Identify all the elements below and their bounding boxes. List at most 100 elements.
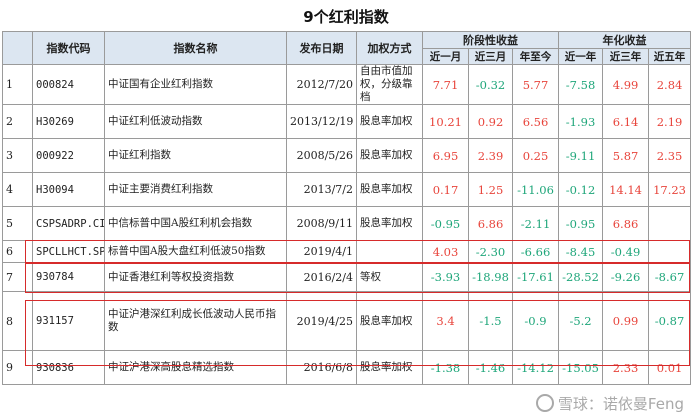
return-3m: -1.46 (468, 350, 513, 385)
row-index: 8 (2, 291, 33, 351)
publish-date: 2012/7/20 (286, 64, 357, 105)
row-index: 9 (2, 350, 33, 385)
index-name: 中证红利指数 (104, 138, 287, 173)
publish-date: 2016/6/8 (286, 350, 357, 385)
table-row: 4 H30094 中证主要消费红利指数 2013/7/2 股息率加权 0.17 1.25 -1… (2, 172, 692, 207)
return-1m: -3.93 (422, 262, 469, 292)
row-index: 1 (2, 64, 33, 105)
publish-date: 2013/12/19 (286, 104, 357, 139)
return-3m: 1.25 (468, 172, 513, 207)
return-ytd: 6.56 (511, 104, 560, 139)
index-name: 中证沪港深红利成长低波动人民币指数 (104, 291, 287, 351)
weighting-method: 股息率加权 (356, 350, 423, 385)
weighting-method: 股息率加权 (356, 172, 423, 207)
index-code: 930836 (32, 350, 105, 385)
index-code: 930784 (32, 262, 105, 292)
return-1m: -0.95 (422, 206, 469, 241)
header-group-period: 阶段性收益 (421, 31, 560, 49)
header-3y: 近三年 (602, 48, 650, 65)
return-1m: 3.4 (422, 291, 469, 351)
index-name: 中证国有企业红利指数 (104, 64, 287, 105)
table-row: 1 000824 中证国有企业红利指数 2012/7/20 自由市值加权，分级靠档 7.7… (2, 64, 692, 105)
return-ytd: -11.06 (511, 172, 560, 207)
header-ytd: 年至今 (511, 48, 560, 65)
publish-date: 2013/7/2 (286, 172, 357, 207)
return-3m: -0.32 (468, 64, 513, 105)
weighting-method: 股息率加权 (356, 291, 423, 351)
return-1m: 7.71 (422, 64, 469, 105)
header-3m: 近三月 (468, 48, 513, 65)
header-1y: 近一年 (558, 48, 604, 65)
header-5y: 近五年 (648, 48, 692, 65)
header-date: 发布日期 (286, 31, 357, 65)
return-5y: 2.84 (648, 64, 692, 105)
return-1m: -1.38 (422, 350, 469, 385)
return-3y: 6.14 (602, 104, 650, 139)
return-1y: -15.05 (558, 350, 604, 385)
return-1m: 10.21 (422, 104, 469, 139)
page-title: 9个红利指数 (303, 8, 389, 26)
weighting-method: 等权 (356, 262, 423, 292)
table-row: 7 930784 中证香港红利等权投资指数 2016/2/4 等权 -3.93 -18.98… (2, 262, 692, 292)
row-index: 6 (2, 240, 33, 263)
index-code: H30094 (32, 172, 105, 207)
return-ytd: -2.11 (511, 206, 560, 241)
return-3y: -0.49 (602, 240, 650, 263)
publish-date: 2019/4/1 (286, 240, 357, 263)
return-3m: 2.39 (468, 138, 513, 173)
return-5y: 2.35 (648, 138, 692, 173)
row-index: 3 (2, 138, 33, 173)
return-ytd: 0.25 (511, 138, 560, 173)
index-name: 中证沪港深高股息精选指数 (104, 350, 287, 385)
return-1m: 0.17 (422, 172, 469, 207)
return-1y: -5.2 (558, 291, 604, 351)
header-name: 指数名称 (104, 31, 287, 65)
weighting-method: 股息率加权 (356, 104, 423, 139)
return-3m: -18.98 (468, 262, 513, 292)
return-3m: 0.92 (468, 104, 513, 139)
snowball-logo-icon (535, 394, 554, 412)
return-3y: -9.26 (602, 262, 650, 292)
return-1m: 6.95 (422, 138, 469, 173)
return-1y: -28.52 (558, 262, 604, 292)
weighting-method: 股息率加权 (356, 206, 423, 241)
index-code: 931157 (32, 291, 105, 351)
index-name: 标普中国A股大盘红利低波50指数 (104, 240, 287, 263)
return-ytd: -6.66 (511, 240, 560, 263)
table-row: 9 930836 中证沪港深高股息精选指数 2016/6/8 股息率加权 -1.38 -1.… (2, 350, 692, 385)
dividend-index-table: 指数代码 指数名称 发布日期 加权方式 阶段性收益 年化收益 近一月 近三月 年… (2, 31, 692, 385)
index-code: SPCLLHCT.SPI (32, 240, 105, 263)
table-row: 3 000922 中证红利指数 2008/5/26 股息率加权 6.95 2.39 0.25-… (2, 138, 692, 173)
index-code: CSPSADRP.CI (32, 206, 105, 241)
watermark-text: 雪球：诺依曼Feng (557, 395, 684, 413)
weighting-method (356, 240, 423, 263)
row-index: 4 (2, 172, 33, 207)
publish-date: 2008/9/11 (286, 206, 357, 241)
row-index: 5 (2, 206, 33, 241)
return-5y (648, 206, 692, 241)
table-row: 8 931157 中证沪港深红利成长低波动人民币指数 2019/4/25 股息率加权 3.… (2, 291, 692, 351)
return-5y: 2.19 (648, 104, 692, 139)
return-3y: 0.99 (602, 291, 650, 351)
return-ytd: -14.12 (511, 350, 560, 385)
publish-date: 2019/4/25 (286, 291, 357, 351)
row-index: 7 (2, 262, 33, 292)
header-1m: 近一月 (422, 48, 469, 65)
return-ytd: -17.61 (511, 262, 560, 292)
return-3m: -2.30 (468, 240, 513, 263)
return-1y: -7.58 (558, 64, 604, 105)
return-3y: 6.86 (602, 206, 650, 241)
return-ytd: -0.9 (511, 291, 560, 351)
return-1y: -8.45 (558, 240, 604, 263)
row-index: 2 (2, 104, 33, 139)
return-1y: -1.93 (558, 104, 604, 139)
return-3y: 5.87 (602, 138, 650, 173)
publish-date: 2016/2/4 (286, 262, 357, 292)
return-3m: 6.86 (468, 206, 513, 241)
index-name: 中信标普中国A股红利机会指数 (104, 206, 287, 241)
header-group-annual: 年化收益 (558, 31, 692, 49)
weighting-method: 股息率加权 (356, 138, 423, 173)
return-3y: 4.99 (602, 64, 650, 105)
table-row: 2 H30269 中证红利低波动指数 2013/12/19 股息率加权 10.21 0.92… (2, 104, 692, 139)
index-code: 000922 (32, 138, 105, 173)
